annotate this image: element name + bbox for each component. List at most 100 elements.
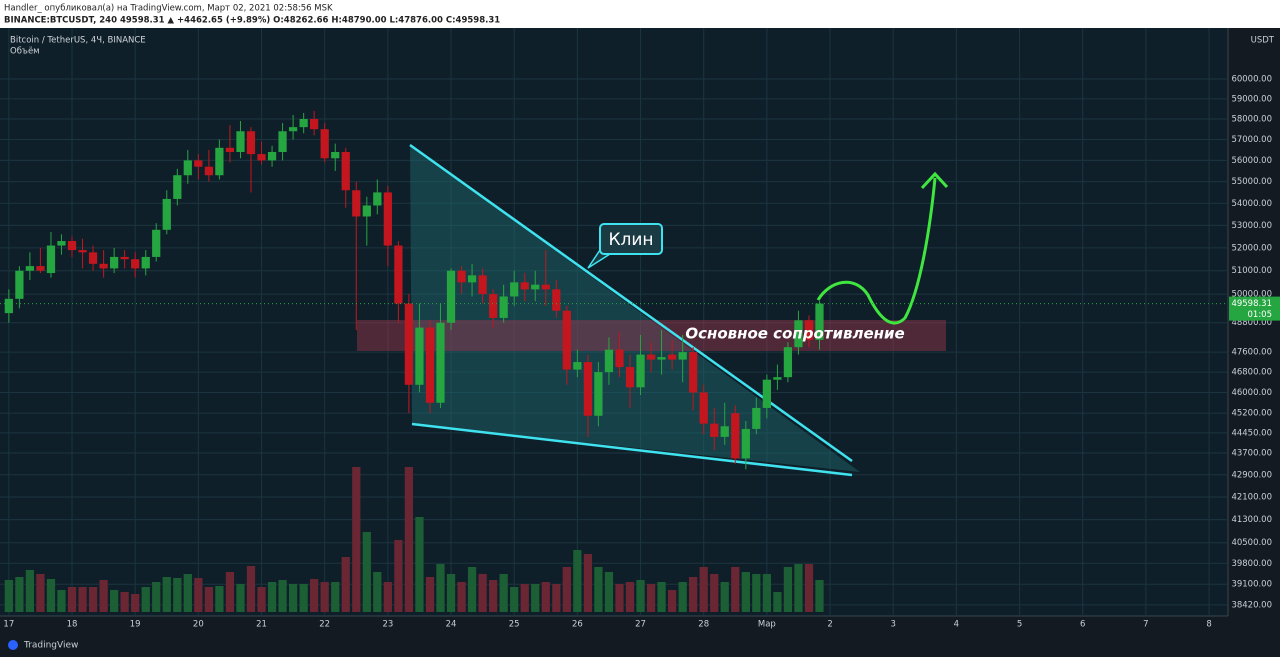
volume-bar xyxy=(657,582,666,612)
y-tick-label: 46000.00 xyxy=(1231,388,1272,398)
volume-bar xyxy=(341,557,350,612)
volume-bar xyxy=(78,587,87,612)
candle-body xyxy=(310,118,319,130)
y-tick-label: 38420.00 xyxy=(1231,600,1272,610)
candle-body xyxy=(467,275,477,283)
candle-body xyxy=(731,413,740,459)
y-tick-label: 45200.00 xyxy=(1231,409,1272,419)
countdown-label: 01:05 xyxy=(1248,310,1273,320)
volume-bar xyxy=(225,572,235,612)
candle-body xyxy=(436,322,445,403)
currency-label: USDT xyxy=(1251,36,1275,46)
volume-bar xyxy=(183,574,192,612)
candle-body xyxy=(773,377,782,380)
volume-bar xyxy=(173,578,182,612)
candle-body xyxy=(499,296,508,318)
volume-bar xyxy=(668,590,677,612)
volume-bar xyxy=(625,582,635,612)
y-tick-label: 41300.00 xyxy=(1231,515,1272,525)
y-tick-label: 54000.00 xyxy=(1231,199,1272,209)
candle-body xyxy=(88,252,98,264)
candle-body xyxy=(552,289,561,311)
candle-body xyxy=(183,160,192,176)
y-tick-label: 56000.00 xyxy=(1231,156,1272,166)
y-tick-label: 60000.00 xyxy=(1231,74,1272,84)
candle-body xyxy=(236,131,245,152)
x-tick-label: 17 xyxy=(3,620,14,630)
volume-bar xyxy=(446,574,456,612)
volume-bar xyxy=(731,567,740,612)
volume-bar xyxy=(510,587,519,612)
volume-bar xyxy=(457,582,466,612)
candle-body xyxy=(246,131,256,155)
volume-bar xyxy=(762,574,771,612)
candle-body xyxy=(752,407,761,429)
volume-bar xyxy=(194,578,203,612)
candle-body xyxy=(615,349,624,368)
candle-body xyxy=(415,327,424,385)
volume-bar xyxy=(436,564,445,612)
candle-body xyxy=(489,294,498,318)
candle-body xyxy=(573,362,582,370)
candle-body xyxy=(741,428,750,459)
volume-bar xyxy=(57,590,66,612)
volume-bar xyxy=(120,592,129,612)
x-tick-label: 28 xyxy=(698,620,709,630)
wedge-lower-line xyxy=(411,422,853,477)
candle-body xyxy=(225,147,235,152)
candle-body xyxy=(625,367,635,388)
candle-body xyxy=(446,270,456,323)
volume-bar xyxy=(562,567,571,612)
footer-brand: TradingView xyxy=(23,641,78,651)
y-tick-label: 42900.00 xyxy=(1231,470,1272,480)
volume-bar xyxy=(594,567,603,612)
candle-body xyxy=(404,303,414,385)
candle-body xyxy=(57,241,66,246)
candle-body xyxy=(541,284,550,290)
y-tick-label: 53000.00 xyxy=(1231,221,1272,231)
candle-body xyxy=(646,354,656,360)
last-price-label: 49598.31 xyxy=(1231,299,1272,309)
volume-bar xyxy=(773,592,782,612)
candle-body xyxy=(78,250,87,253)
last-price-tag xyxy=(1229,296,1280,321)
candle-body xyxy=(815,303,824,340)
volume-bar xyxy=(236,584,245,612)
volume-bar xyxy=(141,587,150,612)
volume-bar xyxy=(88,587,98,612)
y-tick-label: 47600.00 xyxy=(1231,348,1272,358)
candle-body xyxy=(762,379,771,408)
candle-body xyxy=(173,175,182,199)
candle-body xyxy=(131,259,140,269)
volume-bar xyxy=(678,582,687,612)
y-tick-label: 52000.00 xyxy=(1231,243,1272,253)
candle-body xyxy=(510,282,519,297)
y-tick-label: 43700.00 xyxy=(1231,448,1272,458)
volume-bar xyxy=(362,532,371,612)
y-tick-label: 39100.00 xyxy=(1231,580,1272,590)
x-tick-label: 3 xyxy=(890,620,895,630)
volume-bar xyxy=(246,566,256,612)
volume-bar xyxy=(646,584,656,612)
volume-bar xyxy=(204,587,214,612)
volume-bar xyxy=(815,580,824,612)
x-tick-label: 6 xyxy=(1080,620,1085,630)
candle-body xyxy=(25,266,34,271)
volume-bar xyxy=(636,580,645,612)
x-tick-label: 20 xyxy=(193,620,204,630)
volume-bar xyxy=(331,582,340,612)
candle-body xyxy=(110,256,119,269)
candle-body xyxy=(457,270,466,283)
candle-body xyxy=(162,198,171,230)
volume-bar xyxy=(152,582,161,612)
x-tick-label: 7 xyxy=(1143,620,1148,630)
x-tick-label: 19 xyxy=(130,620,141,630)
y-tick-label: 55000.00 xyxy=(1231,177,1272,187)
candle-body xyxy=(4,298,13,314)
time-axis xyxy=(0,616,1280,657)
candle-body xyxy=(710,423,719,437)
candle-body xyxy=(99,263,108,269)
y-tick-label: 51000.00 xyxy=(1231,266,1272,276)
x-tick-label: 18 xyxy=(67,620,78,630)
